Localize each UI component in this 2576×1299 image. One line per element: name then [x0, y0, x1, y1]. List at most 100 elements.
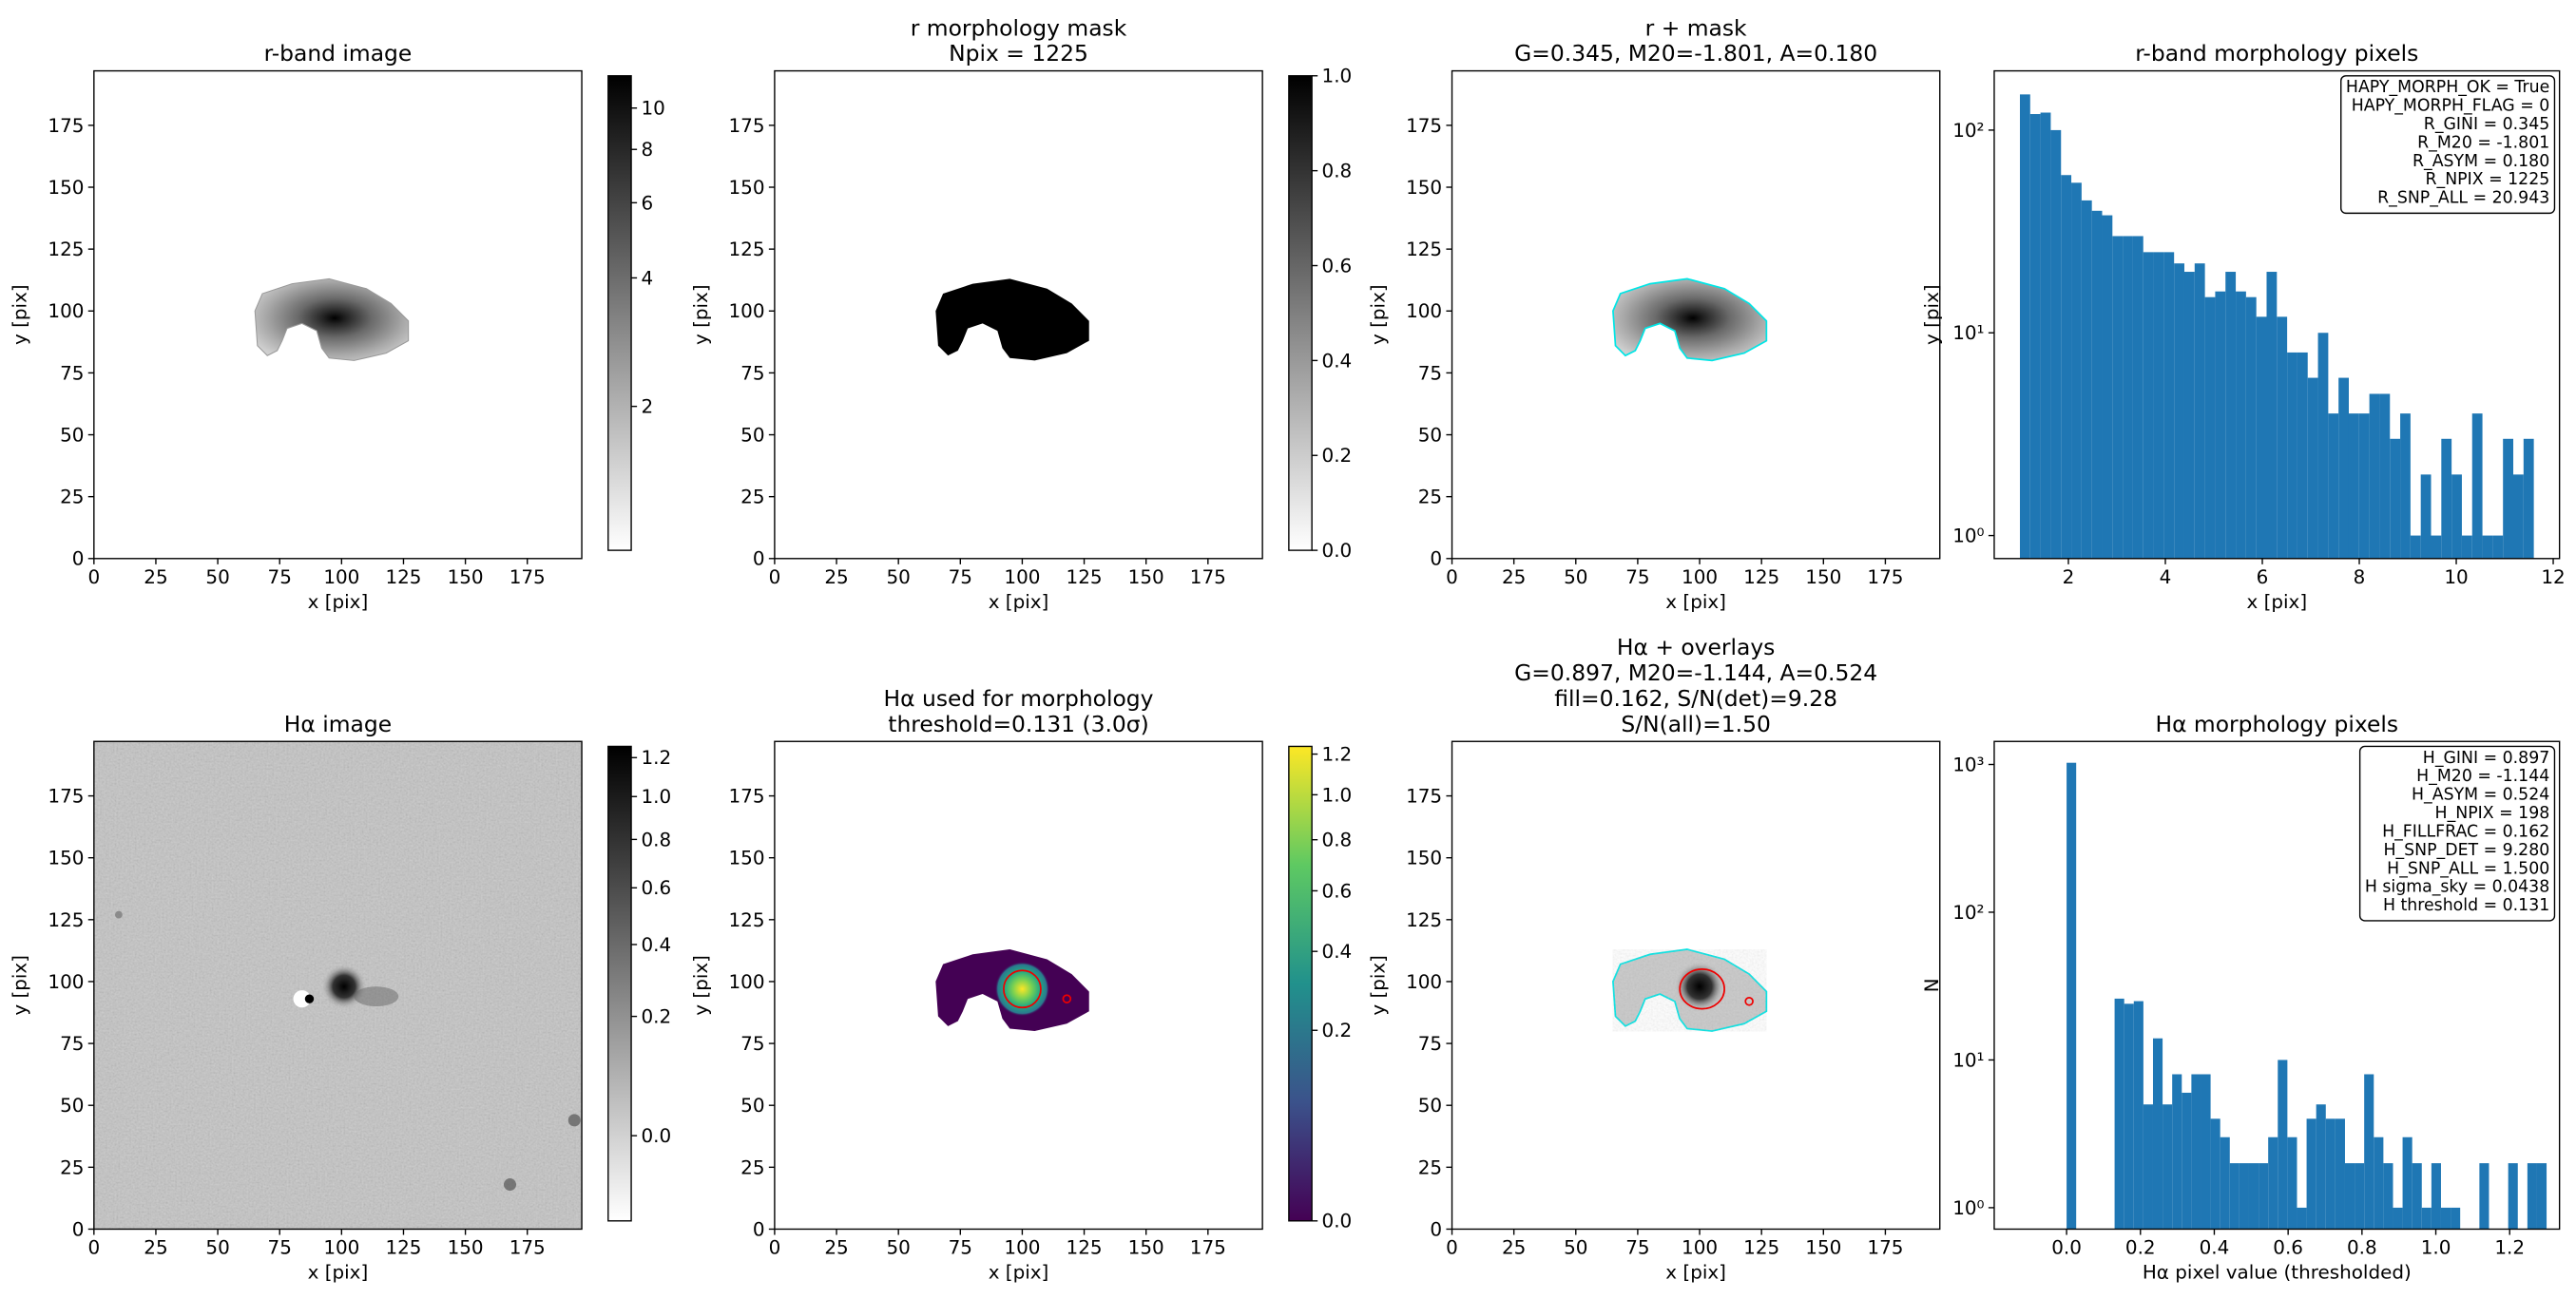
- y-tick-label: 125: [1406, 239, 1442, 260]
- colorbar-tick-label: 0.2: [1322, 445, 1353, 467]
- bar: [2256, 316, 2267, 559]
- chart-title: r-band morphology pixels: [2135, 40, 2418, 67]
- y-tick-label: 0: [753, 548, 765, 570]
- y-tick-label: 10²: [1952, 120, 1984, 142]
- plot-area: [2067, 762, 2547, 1230]
- y-tick-label: 25: [1418, 487, 1442, 508]
- bar: [2325, 1118, 2336, 1230]
- y-tick-label: 100: [728, 300, 764, 322]
- bar: [2328, 413, 2339, 559]
- y-tick-label: 0: [753, 1218, 765, 1240]
- bar: [2133, 1001, 2143, 1230]
- bar: [2369, 393, 2380, 559]
- y-tick-label: 100: [48, 971, 84, 993]
- x-tick-label: 0.2: [2125, 1236, 2156, 1258]
- x-tick-label: 125: [1743, 566, 1779, 588]
- contour: [1003, 969, 1042, 1009]
- bar: [2287, 352, 2297, 559]
- bar: [2143, 1104, 2153, 1230]
- y-axis-label: y [pix]: [1367, 955, 1389, 1016]
- colorbar-tick-label: 0.6: [641, 877, 671, 899]
- x-tick-label: 150: [1805, 1236, 1841, 1258]
- bar: [2335, 1118, 2345, 1230]
- annotation-line: HAPY_MORPH_FLAG = 0: [2352, 97, 2550, 116]
- bar: [2225, 272, 2237, 559]
- x-tick-label: 100: [323, 1236, 359, 1258]
- bar: [2268, 1137, 2278, 1230]
- bar: [2040, 112, 2051, 559]
- y-tick-label: 75: [1418, 362, 1442, 384]
- hole: [293, 990, 311, 1008]
- bar: [2112, 236, 2124, 559]
- y-tick-label: 125: [48, 239, 84, 260]
- y-tick-label: 150: [728, 848, 764, 869]
- panel: 0 25 50 75 100 125 150 175 0 25 50 75 100 125 150 175 x …: [1367, 14, 1941, 613]
- bar: [2259, 1163, 2269, 1230]
- x-tick-label: 25: [824, 566, 848, 588]
- x-axis-label: x [pix]: [2246, 591, 2307, 613]
- bar: [2451, 1207, 2461, 1230]
- panel: 0.0 0.2 0.4 0.6 0.8 1.0 1.2 10⁰ 10¹ 10² 10³ Hα pixe…: [1921, 711, 2561, 1283]
- y-tick-label: 10¹: [1952, 322, 1984, 344]
- y-tick-label: 10²: [1952, 902, 1984, 924]
- annotation-box: [2358, 745, 2556, 922]
- x-axis-label: x [pix]: [308, 1261, 369, 1283]
- bar: [2393, 1207, 2403, 1230]
- bar: [2316, 1104, 2326, 1230]
- axes-frame: [1993, 740, 2561, 1231]
- x-tick-label: 75: [1625, 1236, 1649, 1258]
- bar: [2029, 114, 2041, 559]
- colorbar: [1288, 745, 1313, 1222]
- bar: [2471, 413, 2483, 559]
- colorbar: [607, 75, 632, 551]
- x-tick-label: 50: [205, 1236, 229, 1258]
- bar: [2374, 1137, 2384, 1230]
- panel: 2 4 6 8 10 12 10⁰ 10¹ 10² x [pix] y [pix] r-band mo…: [1921, 40, 2566, 613]
- x-tick-label: 0.8: [2347, 1236, 2377, 1258]
- x-tick-label: 150: [448, 566, 484, 588]
- y-tick-label: 25: [1418, 1156, 1442, 1178]
- galaxy: [254, 277, 410, 361]
- bar: [2019, 94, 2030, 559]
- bar: [2431, 535, 2442, 559]
- y-tick-label: 100: [1406, 971, 1442, 993]
- axes-frame: [1451, 740, 1941, 1231]
- bar: [2523, 438, 2534, 559]
- chart-title: G=0.897, M20=-1.144, A=0.524: [1514, 659, 1877, 686]
- y-tick-label: 75: [1418, 1033, 1442, 1055]
- colorbar-tick-label: 1.2: [641, 747, 671, 769]
- panel: 0 25 50 75 100 125 150 175 0 25 50 75 100 125 150 175 x …: [690, 685, 1352, 1284]
- blip: [114, 910, 123, 919]
- bar: [2191, 1074, 2201, 1230]
- x-tick-label: 100: [323, 566, 359, 588]
- bar: [2239, 1163, 2249, 1230]
- y-tick-label: 175: [48, 115, 84, 137]
- colorbar-tick-label: 0.6: [1322, 255, 1353, 277]
- y-tick-label: 0: [72, 548, 85, 570]
- bar: [2266, 272, 2278, 559]
- x-tick-label: 125: [1743, 1236, 1779, 1258]
- bar: [2204, 296, 2216, 559]
- colorbar-tick-label: 1.0: [1322, 66, 1353, 87]
- bar: [2163, 1104, 2173, 1230]
- galaxy: [1612, 277, 1768, 362]
- x-tick-label: 25: [144, 566, 167, 588]
- annotation-line: H_SNP_DET = 9.280: [2383, 841, 2549, 860]
- y-tick-label: 25: [60, 1156, 84, 1178]
- x-tick-label: 75: [268, 566, 292, 588]
- mask: [935, 278, 1089, 361]
- bar: [2400, 413, 2411, 559]
- contour: [1062, 994, 1072, 1003]
- bar: [2067, 762, 2077, 1230]
- x-tick-label: 175: [1867, 1236, 1903, 1258]
- bar: [2194, 263, 2205, 559]
- bar: [2071, 182, 2082, 559]
- bar: [2348, 413, 2359, 559]
- dot: [304, 994, 315, 1003]
- bar: [2358, 413, 2370, 559]
- bar: [2248, 1163, 2259, 1230]
- bar: [2114, 998, 2124, 1230]
- bar: [2412, 1163, 2422, 1230]
- y-tick-label: 175: [48, 785, 84, 807]
- bar: [2152, 1038, 2163, 1230]
